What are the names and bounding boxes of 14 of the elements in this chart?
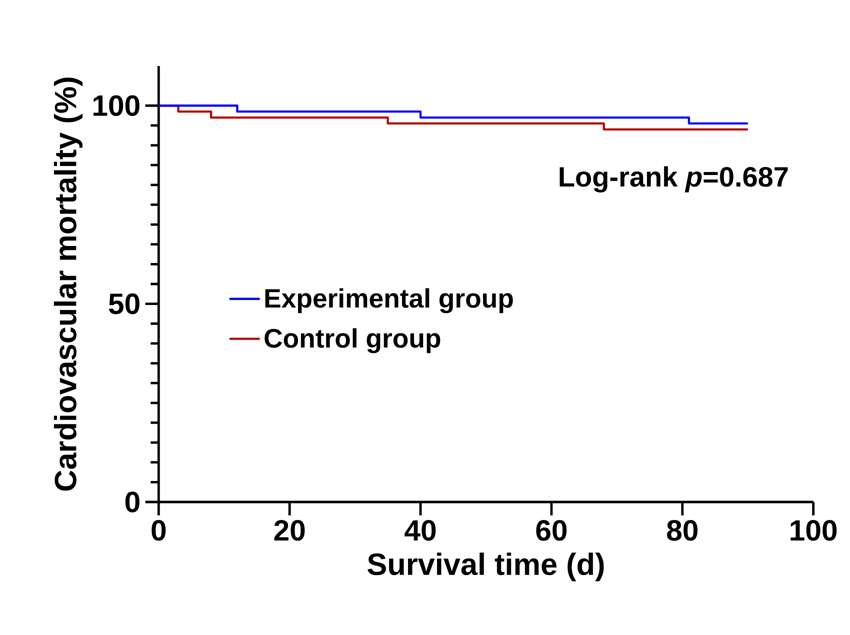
x-tick-label: 20 — [274, 520, 305, 541]
y-tick-label: 0 — [125, 492, 140, 513]
x-tick-label: 40 — [404, 520, 436, 541]
y-tick-label: 50 — [108, 294, 140, 314]
x-tick-label: 0 — [152, 520, 166, 541]
x-tick-label: 100 — [790, 520, 837, 541]
legend-label: Control group — [264, 328, 440, 354]
x-tick-label: 60 — [536, 520, 567, 541]
y-tick-label: 100 — [94, 95, 140, 116]
y-axis-title: Cardiovascular mortality (%) — [54, 78, 83, 491]
annotation: Log-rank p=0.687 — [560, 166, 788, 193]
x-tick-label: 80 — [667, 520, 698, 541]
x-axis-title: Survival time (d) — [368, 552, 604, 582]
legend-label: Experimental group — [265, 288, 513, 314]
